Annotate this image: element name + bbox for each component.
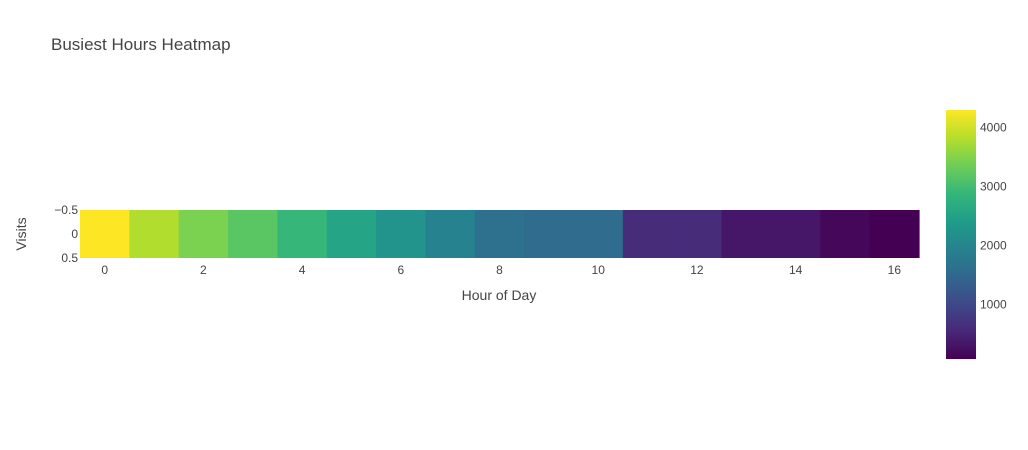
x-tick-label: 12 xyxy=(690,263,704,277)
colorbar-tick-label: 3000 xyxy=(980,180,1007,194)
x-tick-label: 6 xyxy=(397,263,404,277)
x-tick-label: 4 xyxy=(299,263,306,277)
x-tick-label: 0 xyxy=(101,263,108,277)
y-tick-label: −0.5 xyxy=(54,203,78,217)
heatmap-cell xyxy=(820,210,871,258)
y-axis-title: Visits xyxy=(13,217,29,250)
heatmap-cell xyxy=(869,210,920,258)
heatmap-cell xyxy=(425,210,476,258)
heatmap-cell xyxy=(326,210,377,258)
heatmap-cell xyxy=(622,210,673,258)
y-tick-label: 0.5 xyxy=(61,251,78,265)
x-axis-title: Hour of Day xyxy=(462,287,537,303)
heatmap-cell xyxy=(228,210,279,258)
colorbar-tick-label: 4000 xyxy=(980,121,1007,135)
x-tick-label: 8 xyxy=(496,263,503,277)
heatmap-cell xyxy=(474,210,525,258)
colorbar xyxy=(946,110,976,359)
x-tick-label: 14 xyxy=(789,263,803,277)
heatmap-cell xyxy=(672,210,723,258)
heatmap-cell xyxy=(376,210,427,258)
heatmap-cell xyxy=(524,210,575,258)
chart-title: Busiest Hours Heatmap xyxy=(51,35,231,54)
heatmap-cell xyxy=(178,210,229,258)
heatmap-cell xyxy=(277,210,328,258)
heatmap-cell xyxy=(80,210,130,258)
heatmap-cells xyxy=(80,210,920,258)
heatmap-cell xyxy=(129,210,180,258)
x-tick-label: 16 xyxy=(888,263,902,277)
heatmap-cell xyxy=(721,210,772,258)
colorbar-ticks: 1000 2000 3000 4000 xyxy=(980,121,1007,312)
heatmap-cell xyxy=(573,210,624,258)
x-axis-ticks: 0 2 4 6 8 10 12 14 16 xyxy=(101,263,901,277)
x-tick-label: 2 xyxy=(200,263,207,277)
x-tick-label: 10 xyxy=(592,263,606,277)
heatmap-cell xyxy=(770,210,821,258)
y-tick-label: 0 xyxy=(71,227,78,241)
colorbar-tick-label: 1000 xyxy=(980,298,1007,312)
y-axis-ticks: −0.5 0 0.5 xyxy=(54,203,78,265)
colorbar-tick-label: 2000 xyxy=(980,239,1007,253)
